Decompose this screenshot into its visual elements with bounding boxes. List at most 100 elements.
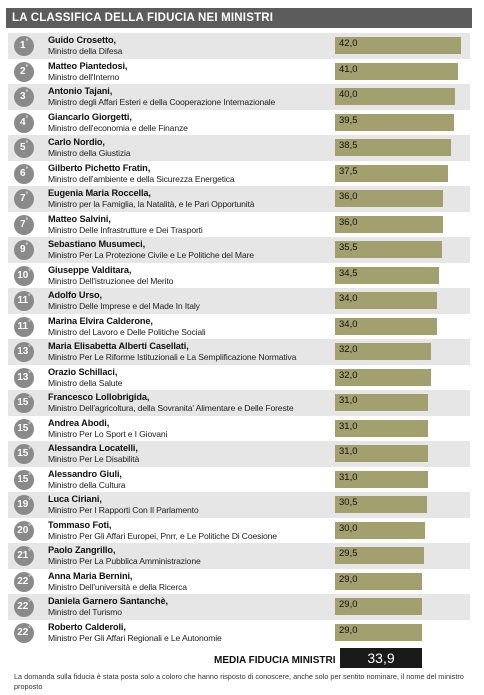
minister-name: Orazio Schillaci, xyxy=(48,366,118,377)
minister-role: Ministro Delle Imprese e del Made In Ita… xyxy=(48,301,200,311)
rank-ordinal-mark: ° xyxy=(28,268,31,275)
ranking-row: 2° Matteo Piantedosi, Ministro dell'Intern… xyxy=(8,59,470,85)
ranking-row: 9° Sebastiano Musumeci, Ministro Per La Pr… xyxy=(8,237,470,263)
trust-bar xyxy=(335,598,422,615)
trust-bar xyxy=(335,113,454,131)
minister-role: Ministro del Lavoro e Delle Politiche So… xyxy=(48,326,206,337)
minister-name: Luca Ciriani, xyxy=(48,494,102,504)
minister-role: Ministro del Turismo xyxy=(48,607,122,617)
rank-number: 15 xyxy=(17,422,29,434)
trust-value-label: 30,0 xyxy=(339,522,358,534)
trust-value-label: 31,0 xyxy=(339,395,358,406)
minister-role: Ministro Per Gli Affari Europei, Pnrr, e… xyxy=(48,530,277,541)
ranking-row: 19° Luca Ciriani, Ministro Per I Rapporti … xyxy=(8,492,470,518)
rank-number: 15 xyxy=(17,397,29,408)
trust-value-label: 39,5 xyxy=(339,114,358,126)
minister-role: Ministro dell'Interno xyxy=(48,71,120,82)
rank-badge: 21° xyxy=(14,546,34,566)
rank-badge: 10° xyxy=(14,265,34,286)
rank-number: 1 xyxy=(20,40,26,51)
rank-number: 3 xyxy=(20,91,26,102)
ranking-row: 11° Adolfo Urso, Ministro Delle Imprese e … xyxy=(8,288,470,314)
minister-name: Anna Maria Bernini, xyxy=(48,570,133,581)
trust-value-label: 34,0 xyxy=(339,293,358,304)
rank-ordinal-mark: ° xyxy=(25,39,28,45)
footnote: La domanda sulla fiducia è stata posta s… xyxy=(14,672,464,691)
minister-name: Matteo Piantedosi, xyxy=(48,60,128,71)
rank-number: 22 xyxy=(17,601,29,612)
rank-badge: 4° xyxy=(14,112,34,133)
trust-bar xyxy=(335,62,458,80)
minister-role: Ministro Per Le Riforme Istituzionali e … xyxy=(48,352,297,362)
trust-bar xyxy=(335,445,428,462)
rank-ordinal-mark: ° xyxy=(25,166,28,173)
rank-number: 7 xyxy=(20,218,26,230)
minister-name: Maria Elisabetta Alberti Casellati, xyxy=(48,341,189,351)
trust-bar xyxy=(335,241,442,258)
minister-role: Ministro Dell'università e della Ricerca xyxy=(48,581,187,592)
rank-badge: 20° xyxy=(14,520,34,541)
rank-badge: 15° xyxy=(14,444,34,464)
ranking-row: 15° Alessandro Giuli, Ministro della Cultu… xyxy=(8,467,470,493)
rank-number: 13 xyxy=(17,371,29,383)
trust-bar xyxy=(335,317,437,335)
trust-bar xyxy=(335,496,427,513)
trust-value-label: 41,0 xyxy=(339,63,358,75)
rank-ordinal-mark: ° xyxy=(25,90,28,96)
trust-value-label: 29,0 xyxy=(339,624,358,636)
rank-badge: 6° xyxy=(14,163,34,184)
minister-name: Daniela Garnero Santanchè, xyxy=(48,596,168,606)
rank-ordinal-mark: ° xyxy=(28,523,31,530)
rank-ordinal-mark: ° xyxy=(28,600,31,606)
trust-value-label: 31,0 xyxy=(339,471,358,483)
trust-bar xyxy=(335,521,425,539)
trust-value-label: 34,0 xyxy=(339,318,358,330)
ranking-row: 15° Andrea Abodi, Ministro Per Lo Sport e … xyxy=(8,416,470,442)
rank-ordinal-mark: ° xyxy=(25,141,28,147)
rank-ordinal-mark: ° xyxy=(28,498,31,504)
minister-role: Ministro Delle Infrastrutture e Dei Tras… xyxy=(48,224,203,235)
rank-number: 4 xyxy=(20,116,26,128)
rank-badge: 22° xyxy=(14,597,34,617)
trust-bar xyxy=(335,572,422,590)
trust-value-label: 29,0 xyxy=(339,573,358,585)
trust-bar xyxy=(335,139,451,156)
rank-number: 5 xyxy=(20,142,26,153)
trust-bar xyxy=(335,343,431,360)
trust-value-label: 36,0 xyxy=(339,191,358,202)
minister-role: Ministro dell'economia e delle Finanze xyxy=(48,122,188,133)
trust-value-label: 38,5 xyxy=(339,140,358,151)
trust-bar xyxy=(335,215,443,233)
ranking-row: 11° Marina Elvira Calderone, Ministro del … xyxy=(8,314,470,340)
rank-number: 10 xyxy=(17,269,29,281)
rank-badge: 13° xyxy=(14,342,34,362)
rank-ordinal-mark: ° xyxy=(28,345,31,351)
rank-number: 2 xyxy=(20,65,26,77)
rank-number: 13 xyxy=(17,346,29,357)
rank-badge: 15° xyxy=(14,418,34,439)
rank-badge: 5° xyxy=(14,138,34,158)
rank-number: 15 xyxy=(17,473,29,485)
ranking-row: 22° Daniela Garnero Santanchè, Ministro de… xyxy=(8,594,470,620)
trust-bar xyxy=(335,623,422,641)
minister-role: Ministro Per La Protezione Civile e Le P… xyxy=(48,250,254,260)
ranking-row: 22° Roberto Calderoli, Ministro Per Gli Af… xyxy=(8,620,470,646)
rank-ordinal-mark: ° xyxy=(28,574,31,581)
rank-ordinal-mark: ° xyxy=(28,447,31,453)
trust-bar xyxy=(335,368,431,386)
trust-bar xyxy=(335,419,428,437)
trust-value-label: 29,0 xyxy=(339,599,358,610)
rank-badge: 11° xyxy=(14,316,34,337)
ranking-row: 13° Orazio Schillaci, Ministro della Salut… xyxy=(8,365,470,391)
rank-badge: 7° xyxy=(14,214,34,235)
ranking-row: 21° Paolo Zangrillo, Ministro Per La Pubbl… xyxy=(8,543,470,569)
trust-bar xyxy=(335,266,439,284)
minister-name: Sebastiano Musumeci, xyxy=(48,239,146,249)
minister-name: Paolo Zangrillo, xyxy=(48,545,116,555)
rank-badge: 7° xyxy=(14,189,34,209)
rank-number: 20 xyxy=(17,524,29,536)
ranking-row: 1° Guido Crosetto, Ministro della Difesa 42… xyxy=(8,33,470,59)
rank-badge: 3° xyxy=(14,87,34,107)
rank-number: 11 xyxy=(17,295,29,306)
minister-role: Ministro Per Le Disabilità xyxy=(48,454,140,464)
